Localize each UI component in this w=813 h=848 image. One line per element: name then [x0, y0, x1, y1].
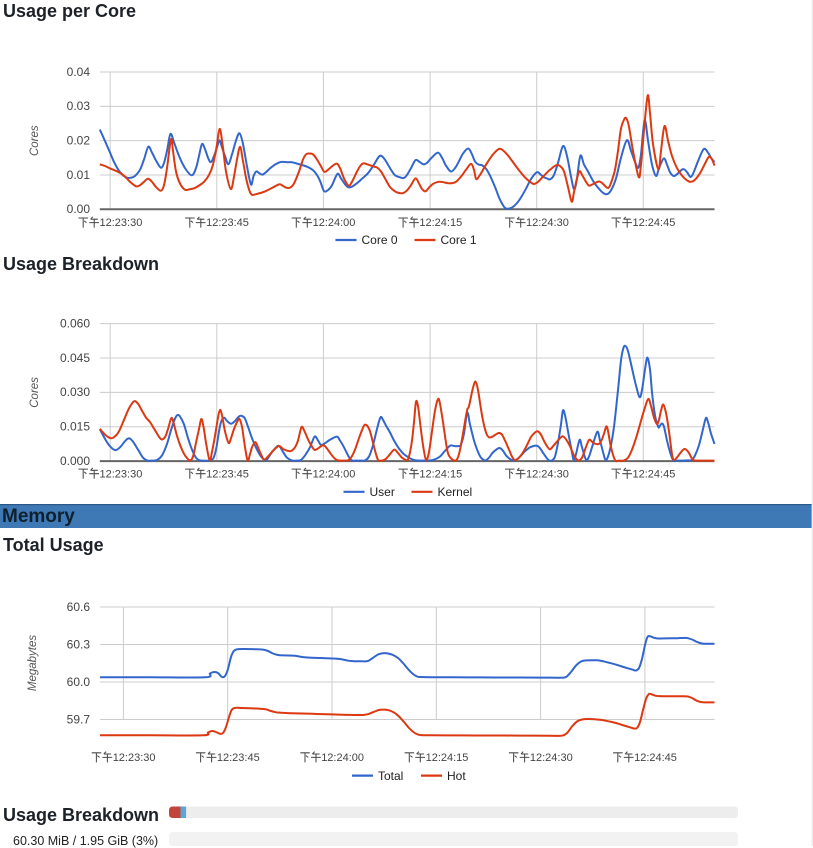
svg-text:12:23:45: 12:23:45: [206, 468, 249, 480]
svg-text:12:24:00: 12:24:00: [313, 217, 356, 229]
svg-text:12:24:45: 12:24:45: [634, 752, 677, 764]
svg-text:12:24:00: 12:24:00: [313, 468, 356, 480]
svg-text:Core 1: Core 1: [441, 233, 477, 247]
svg-text:Cores: Cores: [29, 125, 41, 156]
svg-text:0.01: 0.01: [67, 168, 91, 182]
svg-text:12:23:30: 12:23:30: [100, 468, 143, 480]
svg-text:Kernel: Kernel: [438, 485, 473, 499]
svg-text:Megabytes: Megabytes: [27, 635, 39, 692]
svg-text:12:24:15: 12:24:15: [419, 217, 462, 229]
svg-text:60.0: 60.0: [67, 675, 91, 689]
svg-text:12:24:30: 12:24:30: [530, 752, 573, 764]
svg-text:59.7: 59.7: [67, 712, 91, 726]
svg-text:12:24:00: 12:24:00: [321, 752, 364, 764]
svg-text:12:24:15: 12:24:15: [426, 752, 469, 764]
svg-text:0.060: 0.060: [60, 316, 90, 330]
svg-text:12:24:15: 12:24:15: [419, 468, 462, 480]
svg-text:0.015: 0.015: [60, 420, 90, 434]
svg-text:12:23:45: 12:23:45: [206, 217, 249, 229]
svg-text:Hot: Hot: [447, 769, 466, 783]
svg-text:Memory: Memory: [2, 506, 75, 527]
svg-text:60.6: 60.6: [67, 600, 91, 614]
svg-text:12:23:30: 12:23:30: [100, 217, 143, 229]
svg-text:60.3: 60.3: [67, 637, 91, 651]
svg-text:Core 0: Core 0: [362, 233, 398, 247]
svg-text:Cores: Cores: [29, 377, 41, 408]
svg-text:0.030: 0.030: [60, 385, 90, 399]
svg-text:12:24:30: 12:24:30: [526, 468, 569, 480]
svg-text:0.04: 0.04: [67, 65, 91, 79]
svg-text:12:23:45: 12:23:45: [217, 752, 260, 764]
svg-text:12:24:45: 12:24:45: [633, 468, 676, 480]
svg-text:User: User: [370, 485, 395, 499]
svg-text:12:24:45: 12:24:45: [633, 217, 676, 229]
svg-text:0.00: 0.00: [67, 202, 91, 216]
svg-text:0.03: 0.03: [67, 99, 91, 113]
svg-text:0.045: 0.045: [60, 351, 90, 365]
svg-text:12:24:30: 12:24:30: [526, 217, 569, 229]
svg-text:Total: Total: [378, 769, 403, 783]
svg-text:0.02: 0.02: [67, 134, 91, 148]
svg-text:12:23:30: 12:23:30: [113, 752, 156, 764]
svg-text:0.000: 0.000: [60, 454, 90, 468]
